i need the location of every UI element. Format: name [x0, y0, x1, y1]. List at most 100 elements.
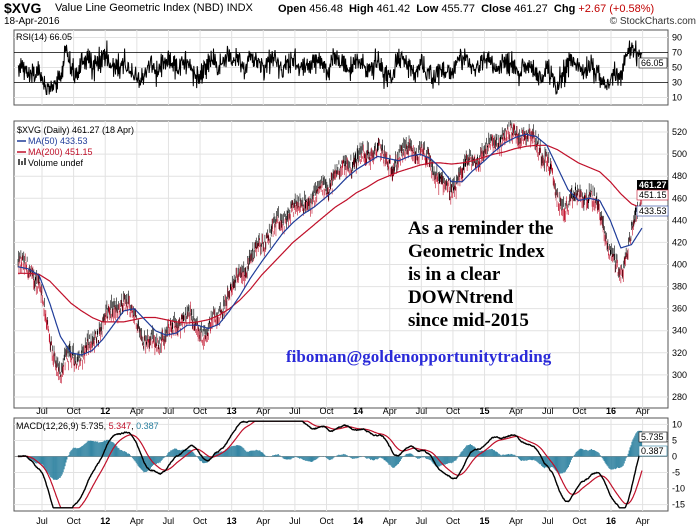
macd-tick-label: -5 [672, 468, 680, 478]
x-axis-label: Oct [572, 406, 587, 416]
x-axis-label: Jul [163, 516, 175, 526]
x-axis-labels-middle: Jul Oct 12 Apr Jul Oct 13 Apr Jul Oct 14 Apr Jul Oct 1… [36, 406, 649, 416]
x-axis-label: Oct [67, 516, 82, 526]
stockcharts-logo: © StockCharts.com [609, 16, 696, 27]
index-name: Value Line Geometric Index (NBD) INDX [55, 2, 253, 14]
price-tick-label: 440 [672, 215, 687, 225]
hist-value-badge [638, 445, 668, 457]
ma200-badge-text: 451.15 [639, 190, 667, 200]
x-axis-label: Jul [416, 516, 428, 526]
macd-tick-label: 0 [672, 451, 677, 461]
x-axis-label: 15 [480, 516, 490, 526]
svg-text:Geometric Index: Geometric Index [408, 241, 545, 262]
x-axis-label: Jul [36, 406, 48, 416]
macd-tick-label: -10 [672, 484, 685, 494]
rsi-value-badge-text: 66.05 [641, 58, 664, 68]
macd-legend: MACD(12,26,9) 5.735, 5.347, 0.387 [16, 421, 159, 431]
ma50-badge-text: 433.53 [639, 206, 667, 216]
price-tick-label: 420 [672, 237, 687, 247]
x-axis-label: Apr [383, 516, 397, 526]
price-legend: $XVG (Daily) 461.27 (18 Apr) [17, 125, 134, 135]
x-axis-label: 12 [100, 516, 110, 526]
x-axis-label: Jul [163, 406, 175, 416]
rsi-tick-label: 50 [672, 63, 682, 73]
x-axis-label: Oct [193, 406, 208, 416]
email-watermark: fiboman@goldenopportunitytrading [286, 347, 552, 366]
chart-date: 18-Apr-2016 [4, 16, 60, 27]
hist-badge-text: 0.387 [641, 446, 664, 456]
macd-tick-label: 5 [672, 435, 677, 445]
chart-header: $XVG Value Line Geometric Index (NBD) IN… [0, 0, 700, 28]
x-axis-label: Oct [319, 406, 334, 416]
price-tick-label: 380 [672, 282, 687, 292]
rsi-tick-label: 70 [672, 48, 682, 58]
x-axis-label: 16 [606, 516, 616, 526]
annotation-text: As a reminder the Geometric Index is in … [408, 218, 553, 331]
ma50-line [17, 133, 643, 356]
macd-panel: 10 5 0 -5 -10 -15 MACD(12,26,9) 5.735, 5.347,… [13, 417, 685, 512]
ma200-badge [636, 189, 669, 201]
svg-text:DOWNtrend: DOWNtrend [408, 287, 514, 308]
x-axis-label: 16 [606, 406, 616, 416]
price-tick-label: 400 [672, 260, 687, 270]
x-axis-label: Oct [193, 516, 208, 526]
x-axis-label: Jul [416, 406, 428, 416]
macd-tick-label: 10 [672, 419, 682, 429]
rsi-line [17, 40, 643, 95]
x-axis-label: Jul [36, 516, 48, 526]
x-axis-label: Apr [130, 516, 144, 526]
ma200-legend: MA(200) 451.15 [28, 147, 93, 157]
close-badge-text: 461.27 [639, 180, 667, 190]
rsi-tick-label: 10 [672, 93, 682, 103]
price-tick-label: 340 [672, 326, 687, 336]
rsi-value-badge [638, 57, 668, 69]
price-tick-label: 520 [672, 127, 687, 137]
svg-text:As a reminder the: As a reminder the [408, 218, 553, 239]
x-axis-label: Jul [289, 516, 301, 526]
price-tick-label: 480 [672, 171, 687, 181]
macd-signal-line [18, 420, 643, 509]
price-tick-label: 300 [672, 370, 687, 380]
close-badge [637, 180, 668, 190]
x-axis-label: Oct [67, 406, 82, 416]
macd-line [17, 420, 643, 509]
price-tick-label: 360 [672, 304, 687, 314]
price-tick-label: 500 [672, 149, 687, 159]
ma50-legend: MA(50) 433.53 [28, 136, 88, 146]
ma200-line [18, 144, 643, 324]
x-axis-label: Oct [319, 516, 334, 526]
x-axis-label: 14 [353, 516, 363, 526]
x-axis-label: Apr [509, 406, 523, 416]
x-axis-label: Apr [130, 406, 144, 416]
x-axis-label: Apr [256, 406, 270, 416]
price-panel: 520500480460440420400380360340320300280 … [13, 120, 687, 409]
x-axis-label: Apr [509, 516, 523, 526]
price-tick-label: 320 [672, 348, 687, 358]
x-axis-label: 13 [227, 516, 237, 526]
x-axis-label: Jul [542, 516, 554, 526]
ma50-badge [636, 205, 669, 217]
macd-badge-text: 5.735 [641, 432, 664, 442]
price-tick-label: 460 [672, 193, 687, 203]
x-axis-labels-bottom: Jul Oct 12 Apr Jul Oct 13 Apr Jul Oct 14 Apr Jul Oct 1… [36, 516, 649, 526]
x-axis-label: Apr [256, 516, 270, 526]
rsi-tick-label: 90 [672, 33, 682, 43]
x-axis-label: Apr [636, 516, 650, 526]
svg-text:is in a clear: is in a clear [408, 264, 501, 285]
x-axis-label: 14 [353, 406, 363, 416]
x-axis-label: Jul [542, 406, 554, 416]
x-axis-label: Oct [572, 516, 587, 526]
rsi-legend: RSI(14) 66.05 [16, 32, 72, 42]
x-axis-label: Oct [446, 516, 461, 526]
svg-text:since mid-2015: since mid-2015 [408, 310, 529, 331]
macd-value-badge [638, 431, 668, 443]
x-axis-label: 13 [227, 406, 237, 416]
x-axis-label: Jul [289, 406, 301, 416]
ohlc-readout: Open 456.48 High 461.42 Low 455.77 Close… [278, 3, 655, 15]
x-axis-label: Oct [446, 406, 461, 416]
x-axis-label: Apr [383, 406, 397, 416]
volume-legend: Volume undef [28, 158, 84, 168]
rsi-panel: RSI(14) 66.05 90 70 50 30 10 66.05 [13, 29, 682, 106]
macd-tick-label: -15 [672, 500, 685, 510]
price-tick-label: 280 [672, 392, 687, 402]
